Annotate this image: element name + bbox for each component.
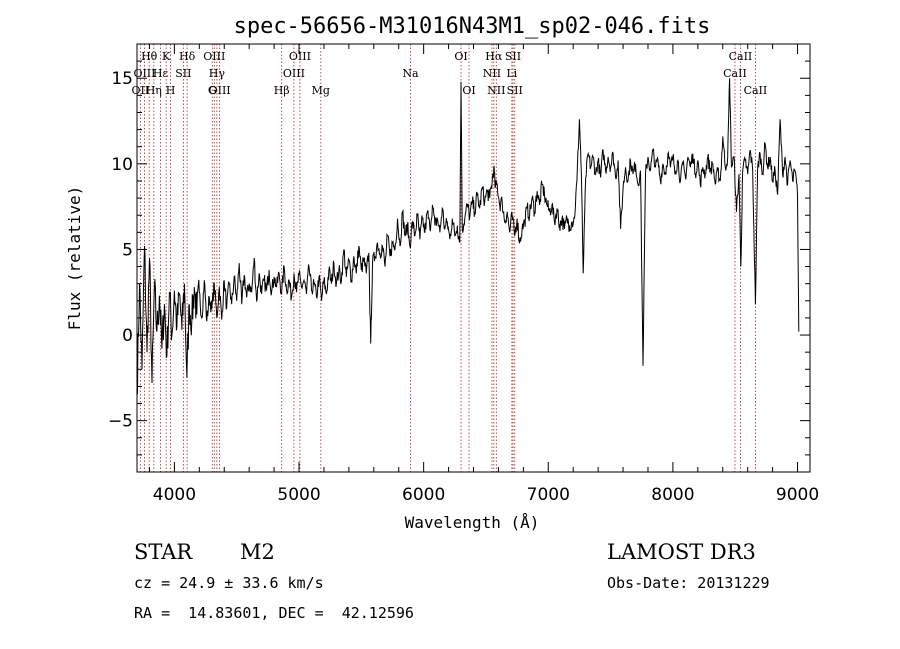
line-label: SII [507,84,523,97]
line-markers [139,44,756,472]
line-label: OIII [133,67,155,80]
y-tick-label: −5 [108,412,133,432]
object-class: STAR [134,540,193,564]
line-label: Na [402,67,419,80]
line-label: Hθ [141,50,158,63]
y-tick-label: 0 [122,326,133,346]
x-axis-label: Wavelength (Å) [405,513,540,532]
x-tick-label: 4000 [153,485,196,505]
redshift-velocity: cz = 24.9 ± 33.6 km/s [134,574,324,592]
line-label: OIII [283,67,305,80]
axis-tick-labels: 4000 5000 6000 7000 8000 9000 −5 0 5 10 15 [108,69,819,505]
axis-ticks [137,43,810,473]
x-tick-label: 7000 [527,485,570,505]
observation-date: Obs-Date: 20131229 [607,574,770,592]
y-tick-label: 5 [122,240,133,260]
chart-title: spec-56656-M31016N43M1_sp02-046.fits [234,14,711,39]
line-label: Hα [485,50,503,63]
x-tick-label: 6000 [402,485,445,505]
spectrum-line [136,78,800,396]
line-label: OI [454,50,467,63]
line-label: OIII [289,50,311,63]
line-label: G [208,84,217,97]
y-tick-label: 15 [111,69,133,89]
x-tick-label: 8000 [651,485,694,505]
line-label: SII [505,50,521,63]
y-tick-label: 10 [111,155,133,175]
ra-dec-coordinates: RA = 14.83601, DEC = 42.12596 [134,604,414,622]
line-label: NII [487,84,505,97]
y-axis-label: Flux (relative) [65,186,84,331]
line-label: SII [175,67,191,80]
line-label: Mg [312,84,330,97]
line-label: Hβ [274,84,290,97]
line-label: Hγ [209,67,226,80]
line-label: Hδ [179,50,196,63]
line-label: CaII [744,84,768,97]
line-label: OIII [209,84,231,97]
line-label: OI [462,84,475,97]
x-tick-label: 5000 [277,485,320,505]
plot-frame [136,43,811,473]
line-label: OIII [203,50,225,63]
x-tick-label: 9000 [776,485,819,505]
survey-name: LAMOST DR3 [607,540,756,564]
line-label: H [166,84,176,97]
line-label: CaII [729,50,753,63]
line-label: CaII [723,67,747,80]
line-label: NII [483,67,501,80]
object-subclass: M2 [240,540,275,564]
line-label: K [162,50,171,63]
line-label: Li [506,67,517,80]
line-label: OII [132,84,150,97]
line-label: Hε [153,67,169,80]
line-label: Hη [146,84,162,97]
